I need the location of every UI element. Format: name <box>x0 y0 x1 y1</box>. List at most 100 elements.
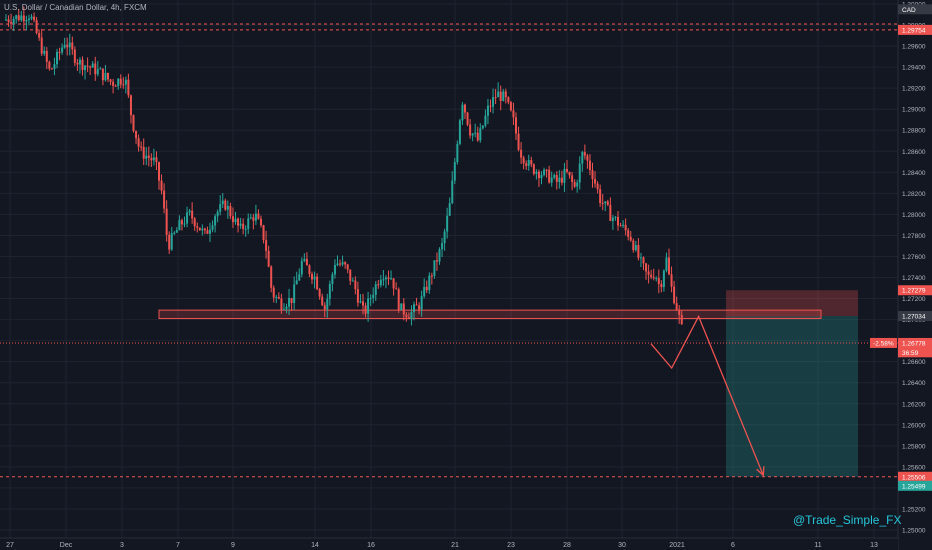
candle-body <box>471 133 474 136</box>
candle-body <box>35 20 38 34</box>
candle-body <box>566 168 568 172</box>
candle-body <box>275 296 278 298</box>
candle-body <box>132 115 135 131</box>
candle-body <box>392 278 395 289</box>
projection-line <box>650 314 764 476</box>
candle-body <box>135 130 138 139</box>
candle-body <box>173 232 176 234</box>
candle-body <box>15 15 18 19</box>
candle-body <box>188 210 191 213</box>
candle-body <box>209 229 211 234</box>
candle-body <box>522 157 525 164</box>
price-tick-label: 1.28400 <box>902 170 926 177</box>
candle-body <box>20 15 23 21</box>
candle-body <box>662 270 665 288</box>
candle-body <box>191 210 194 219</box>
candle-body <box>341 262 344 265</box>
price-label: 36:59 <box>902 350 919 357</box>
candle-body <box>619 225 622 227</box>
change-badge-bg <box>870 337 897 348</box>
candle-body <box>476 132 479 141</box>
candle-body <box>101 68 104 81</box>
price-label-bg <box>898 4 932 15</box>
candle-body <box>145 155 148 159</box>
candle-body <box>413 304 415 313</box>
candle-body <box>114 85 117 87</box>
candle-body <box>670 274 673 287</box>
candle-body <box>560 177 563 183</box>
candle-body <box>588 160 591 171</box>
candle-body <box>563 168 566 183</box>
candle-body <box>647 271 650 275</box>
candle-body <box>678 309 681 315</box>
candle-body <box>25 20 28 22</box>
price-label-bg <box>898 311 932 322</box>
price-label: 1.27034 <box>902 314 926 321</box>
price-label: 1.25506 <box>902 474 926 481</box>
price-label: 1.26778 <box>902 340 926 347</box>
candle-body <box>384 277 387 280</box>
candle-body <box>277 296 280 299</box>
take-profit-zone <box>726 316 858 477</box>
candle-body <box>548 169 551 183</box>
candle-body <box>316 276 319 290</box>
candle-body <box>344 262 347 265</box>
price-label-bg <box>898 285 932 296</box>
support-zone <box>158 309 822 320</box>
candle-body <box>461 104 464 121</box>
projected-path <box>650 314 765 477</box>
candle-body <box>387 277 390 279</box>
candle-body <box>96 69 99 75</box>
candle-body <box>206 230 209 234</box>
price-tick-label: 1.29400 <box>902 65 926 72</box>
candle-body <box>346 264 349 270</box>
candle-body <box>257 213 260 219</box>
time-tick-label: 14 <box>311 542 319 549</box>
candle-body <box>438 249 441 262</box>
candle-body <box>484 115 487 126</box>
candle-body <box>165 208 168 235</box>
time-axis: 27 Dec 3 7 9 14 16 21 23 28 30 2021 6 11 13 <box>0 537 898 550</box>
candle-body <box>331 274 334 284</box>
candle-body <box>229 206 232 217</box>
stop-loss-zone <box>726 290 858 317</box>
price-tick-label: 1.29600 <box>902 44 926 51</box>
candle-body <box>382 279 385 281</box>
candle-body <box>367 298 370 314</box>
candle-body <box>318 289 321 297</box>
candle-body <box>499 91 502 101</box>
price-label-bg <box>898 471 932 482</box>
candle-body <box>410 312 413 319</box>
candle-body <box>415 304 418 306</box>
candle-body <box>530 160 533 165</box>
candle-body <box>38 33 41 38</box>
candle-body <box>160 180 163 191</box>
candle-body <box>196 226 199 228</box>
candle-body <box>107 72 109 80</box>
candle-body <box>178 220 181 231</box>
candle-body <box>364 305 367 314</box>
candle-body <box>12 18 15 24</box>
candle-body <box>53 64 56 70</box>
candle-body <box>517 133 520 150</box>
change-badge: -2.58% <box>873 340 894 347</box>
price-tick-label: 1.26400 <box>902 380 926 387</box>
candle-body <box>313 276 316 280</box>
time-axis-background <box>0 538 898 550</box>
candle-body <box>7 19 10 23</box>
projection-arrowhead <box>756 466 765 477</box>
candle-body <box>122 84 125 86</box>
candle-body <box>655 278 658 280</box>
time-tick-label: 16 <box>367 542 375 549</box>
candle-body <box>596 183 599 190</box>
candle-body <box>650 274 653 278</box>
candle-body <box>150 157 153 161</box>
candle-body <box>58 51 61 53</box>
candle-body <box>479 128 482 141</box>
price-tick-label: 1.28600 <box>902 149 926 156</box>
candle-body <box>94 63 97 75</box>
candle-body <box>265 240 268 251</box>
candle-body <box>40 37 43 54</box>
candle-body <box>262 225 265 241</box>
